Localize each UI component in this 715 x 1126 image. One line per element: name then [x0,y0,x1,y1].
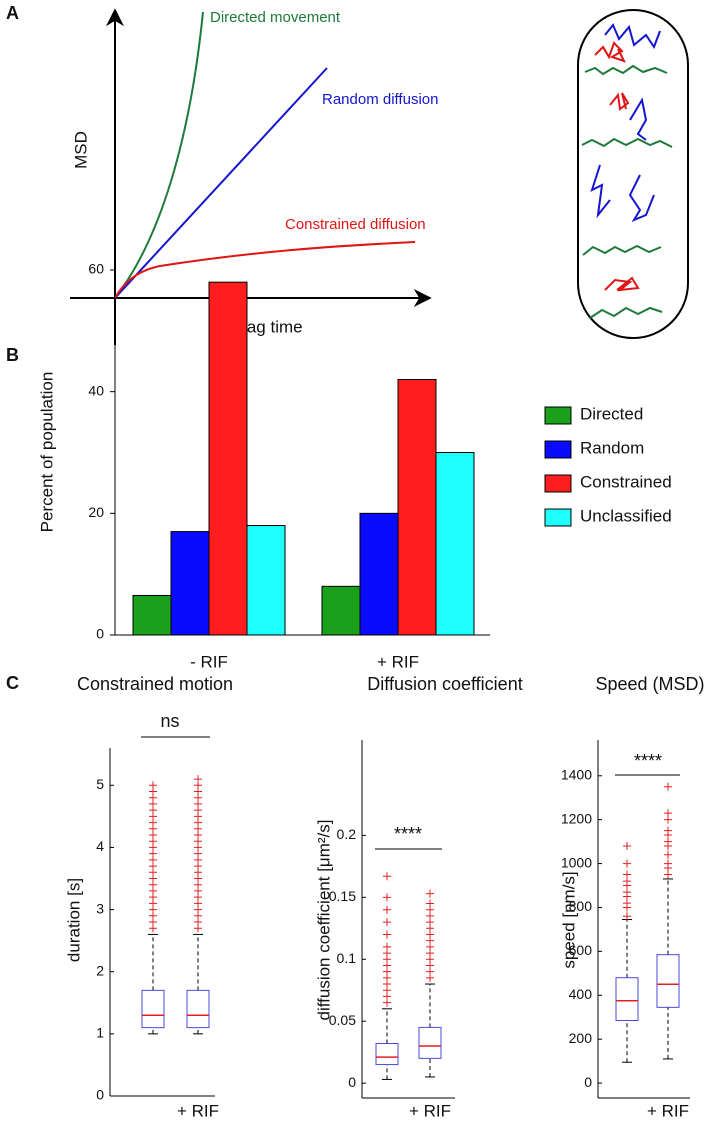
bar [397,379,437,636]
cell-tracks [581,23,673,319]
y-tick-label: 0.05 [329,1012,356,1028]
y-tick-label: 40 [88,382,104,398]
y-axis-label: MSD [71,131,90,169]
bar [132,594,172,636]
y-tick-label: 0 [348,1074,356,1090]
outlier [623,859,631,868]
y-tick-label: 0 [584,1074,592,1090]
y-tick-label: 400 [569,986,593,1002]
x-tick-label: + RIF [647,1101,689,1120]
y-tick-label: 200 [569,1030,593,1046]
annotation: Constrained diffusion [285,216,426,233]
annotation: **** [634,751,662,771]
x-tick-label: - RIF [190,652,228,671]
outlier [664,859,672,868]
bar [435,452,475,636]
bar [170,531,210,636]
y-axis-label: Percent of population [37,372,56,533]
box [418,1026,442,1059]
outlier [664,826,672,835]
x-tick-label: + RIF [409,1101,451,1120]
cell [577,9,689,339]
y-tick-label: 1400 [561,766,592,782]
outlier [383,930,391,939]
outlier [664,782,672,791]
box [375,1042,399,1066]
outlier [383,918,391,927]
bar [208,281,248,636]
outlier [623,870,631,879]
box [141,989,165,1029]
outlier [623,842,631,851]
legend-swatch [544,406,572,425]
outlier [426,899,434,908]
legend-label: Constrained [580,472,672,491]
outlier [383,905,391,914]
random-curve [114,67,328,299]
constrained-curve [114,241,416,299]
bar [321,585,361,636]
outlier [664,850,672,859]
legend-label: Directed [580,404,643,423]
y-tick-label: 60 [88,261,104,277]
annotation: Random diffusion [322,91,438,108]
outlier [426,889,434,898]
legend-swatch [544,440,572,459]
panel-label: B [6,345,19,365]
chart-title: Speed (MSD) [595,674,704,694]
x-axis-label: Lag time [237,317,302,336]
y-tick-label: 0 [96,626,104,642]
outlier [623,912,631,921]
y-axis-label: diffusion coefficient [μm²/s] [314,820,333,1021]
box [186,989,210,1029]
y-tick-label: 0.1 [337,950,357,966]
annotation: ns [160,711,179,731]
y-tick-label: 5 [96,776,104,792]
outlier [383,942,391,951]
box [615,977,639,1022]
bar [359,512,399,636]
y-tick-label: 1 [96,1025,104,1041]
x-tick-label: + RIF [177,1101,219,1120]
outlier [383,872,391,881]
annotation: Directed movement [210,9,341,26]
y-tick-label: 1000 [561,854,592,870]
panel-label: C [6,673,19,693]
legend-swatch [544,474,572,493]
y-tick-label: 4 [96,838,104,854]
directed-curve [114,11,204,299]
legend-label: Random [580,438,644,457]
y-tick-label: 20 [88,504,104,520]
y-tick-label: 1200 [561,810,592,826]
y-axis-label: duration [s] [64,878,83,962]
outlier [383,893,391,902]
y-tick-label: 0.15 [329,888,356,904]
y-tick-label: 0.2 [337,826,357,842]
x-tick-label: + RIF [377,652,419,671]
outlier [149,781,157,790]
legend-label: Unclassified [580,506,672,525]
y-axis-label: speed [nm/s] [559,871,578,968]
y-tick-label: 600 [569,942,593,958]
panel-label: A [6,3,19,23]
y-tick-label: 0 [96,1087,104,1103]
outlier [194,775,202,784]
bar [246,525,286,636]
chart-title: Diffusion coefficient [367,674,522,694]
box [656,954,680,1008]
outlier [664,809,672,818]
annotation: **** [394,824,422,844]
y-tick-label: 800 [569,898,593,914]
y-tick-label: 3 [96,900,104,916]
chart-title: Constrained motion [77,674,233,694]
legend-swatch [544,508,572,527]
y-tick-label: 2 [96,962,104,978]
